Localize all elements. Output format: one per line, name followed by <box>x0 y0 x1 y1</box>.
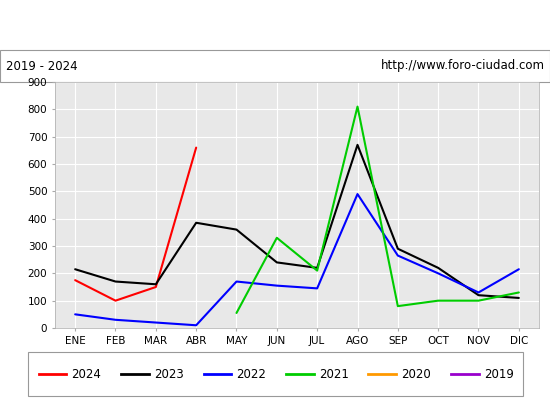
Text: 2020: 2020 <box>402 368 431 380</box>
Text: Evolucion Nº Turistas Nacionales en el municipio de Guijo de Ávila: Evolucion Nº Turistas Nacionales en el m… <box>33 16 517 34</box>
Text: 2024: 2024 <box>72 368 101 380</box>
Text: 2019: 2019 <box>484 368 514 380</box>
Text: 2019 - 2024: 2019 - 2024 <box>6 60 77 72</box>
Text: 2023: 2023 <box>154 368 184 380</box>
Bar <box>28 352 522 396</box>
Text: http://www.foro-ciudad.com: http://www.foro-ciudad.com <box>381 60 544 72</box>
Text: 2022: 2022 <box>236 368 266 380</box>
Text: 2021: 2021 <box>319 368 349 380</box>
